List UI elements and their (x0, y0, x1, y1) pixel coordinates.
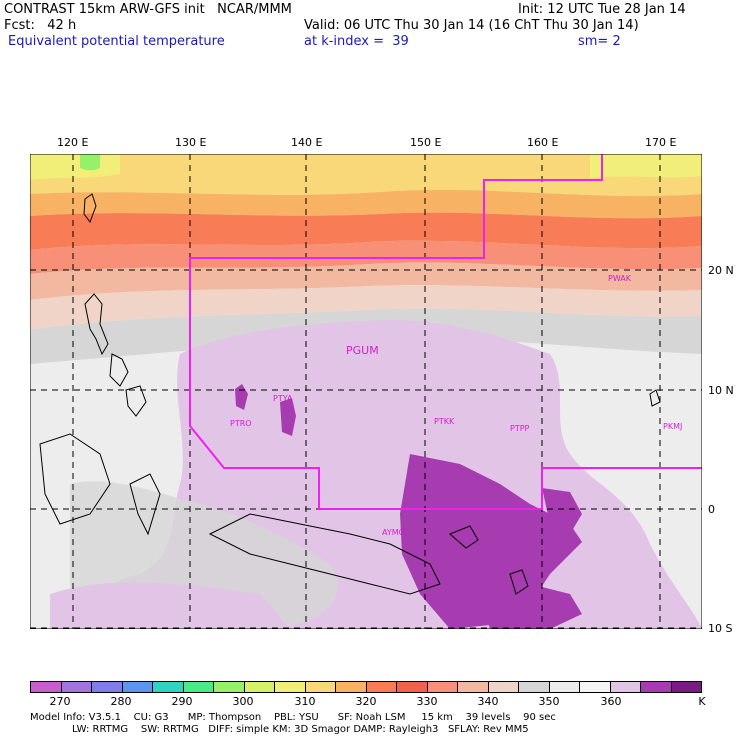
colorbar-swatch-16 (519, 682, 550, 692)
station-label-ptpp: PTPP (510, 424, 530, 433)
header-field-name: Equivalent potential temperature (8, 34, 225, 49)
colorbar-label-300: 300 (232, 695, 254, 708)
colorbar-swatch-5 (183, 682, 214, 692)
colorbar-label-340: 340 (477, 695, 499, 708)
lat-label-10n: 10 N (708, 384, 734, 397)
equivalent-potential-temperature-map (30, 154, 702, 629)
header-smoothing: sm= 2 (578, 34, 621, 49)
lon-label-150e: 150 E (410, 136, 442, 149)
colorbar-swatch-7 (244, 682, 275, 692)
colorbar-swatch-18 (580, 682, 611, 692)
station-label-ptkk: PTKK (434, 417, 455, 426)
lon-label-140e: 140 E (291, 136, 323, 149)
colorbar-label-280: 280 (110, 695, 132, 708)
colorbar-swatch-2 (92, 682, 123, 692)
station-label-aymo: AYMO (382, 528, 405, 537)
colorbar-swatch-6 (214, 682, 245, 692)
colorbar-swatch-4 (153, 682, 184, 692)
colorbar-label-310: 310 (294, 695, 316, 708)
header-valid-time: Valid: 06 UTC Thu 30 Jan 14 (16 ChT Thu … (304, 18, 639, 33)
colorbar-label-350: 350 (538, 695, 560, 708)
header-init-time: Init: 12 UTC Tue 28 Jan 14 (518, 2, 686, 17)
map-panel: PGUM PTYA PTRO PTKK PTPP PKMJ PWAK AYMO (30, 154, 702, 629)
lat-label-20n: 20 N (708, 264, 734, 277)
station-label-pwak: PWAK (608, 274, 632, 283)
colorbar-swatch-10 (336, 682, 367, 692)
colorbar-swatch-17 (549, 682, 580, 692)
lon-label-160e: 160 E (527, 136, 559, 149)
color-scale-bar (30, 681, 702, 693)
colorbar-swatch-1 (61, 682, 92, 692)
station-label-ptro: PTRO (230, 419, 252, 428)
header-level: at k-index = 39 (304, 34, 409, 49)
colorbar-swatch-8 (275, 682, 306, 692)
colorbar-swatch-11 (366, 682, 397, 692)
station-label-pkmj: PKMJ (663, 422, 683, 431)
header-forecast-hour: Fcst: 42 h (4, 18, 77, 33)
colorbar-swatch-9 (305, 682, 336, 692)
lon-label-170e: 170 E (645, 136, 677, 149)
station-label-ptya: PTYA (273, 394, 293, 403)
footer-model-info: Model Info: V3.5.1 CU: G3 MP: Thompson P… (30, 712, 556, 723)
lon-label-120e: 120 E (57, 136, 89, 149)
colorbar-label-270: 270 (49, 695, 71, 708)
colorbar-swatch-3 (122, 682, 153, 692)
colorbar-swatch-21 (671, 682, 701, 692)
colorbar-swatch-15 (488, 682, 519, 692)
colorbar-label-290: 290 (171, 695, 193, 708)
colorbar-unit: K (698, 695, 706, 708)
station-label-pgum: PGUM (346, 344, 379, 357)
colorbar-swatch-12 (397, 682, 428, 692)
lat-label-10s: 10 S (708, 622, 733, 635)
lon-label-130e: 130 E (175, 136, 207, 149)
colorbar-swatch-20 (641, 682, 672, 692)
footer-physics-info: LW: RRTMG SW: RRTMG DIFF: simple KM: 3D … (72, 724, 529, 735)
lat-label-0: 0 (708, 503, 715, 516)
colorbar-label-320: 320 (355, 695, 377, 708)
colorbar-swatch-0 (31, 682, 62, 692)
colorbar-swatch-13 (427, 682, 458, 692)
header-line1-left: CONTRAST 15km ARW-GFS init NCAR/MMM (4, 2, 292, 17)
colorbar-label-360: 360 (600, 695, 622, 708)
colorbar-swatch-19 (610, 682, 641, 692)
colorbar-swatch-14 (458, 682, 489, 692)
colorbar-label-330: 330 (416, 695, 438, 708)
